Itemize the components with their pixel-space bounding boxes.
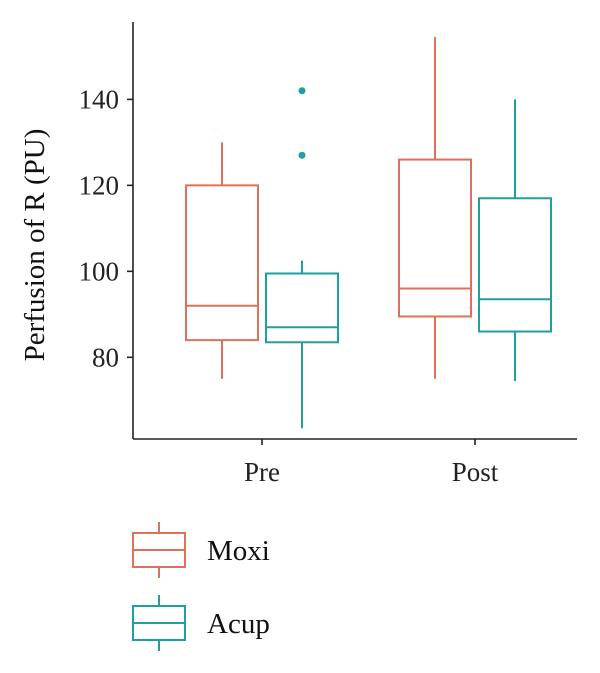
legend: Moxi Acup [132,522,270,651]
y-tick-label: 100 [79,256,120,286]
legend-item-acup: Acup [132,595,270,651]
legend-label: Acup [207,608,270,640]
box-moxi-post [398,37,472,379]
legend-item-moxi: Moxi [132,522,270,578]
iqr-box [265,272,339,344]
iqr-box [478,197,552,333]
x-tick-label: Post [452,457,499,487]
y-axis-title: Perfusion of R (PU) [19,129,51,362]
iqr-box [185,184,259,342]
iqr-box [398,158,472,318]
y-tick-label: 80 [92,342,119,372]
outlier-point [298,151,306,159]
box-moxi-pre [185,142,259,379]
legend-label: Moxi [207,535,270,567]
y-tick-label: 120 [79,170,120,200]
x-tick-label: Pre [244,457,280,487]
y-tick-label: 140 [79,84,120,114]
axes: 80 100 120 140 Pre Post [79,84,499,487]
box-acup-post [478,99,552,381]
box-acup-pre [265,87,339,429]
plot-area [185,37,552,429]
outlier-point [298,87,306,95]
